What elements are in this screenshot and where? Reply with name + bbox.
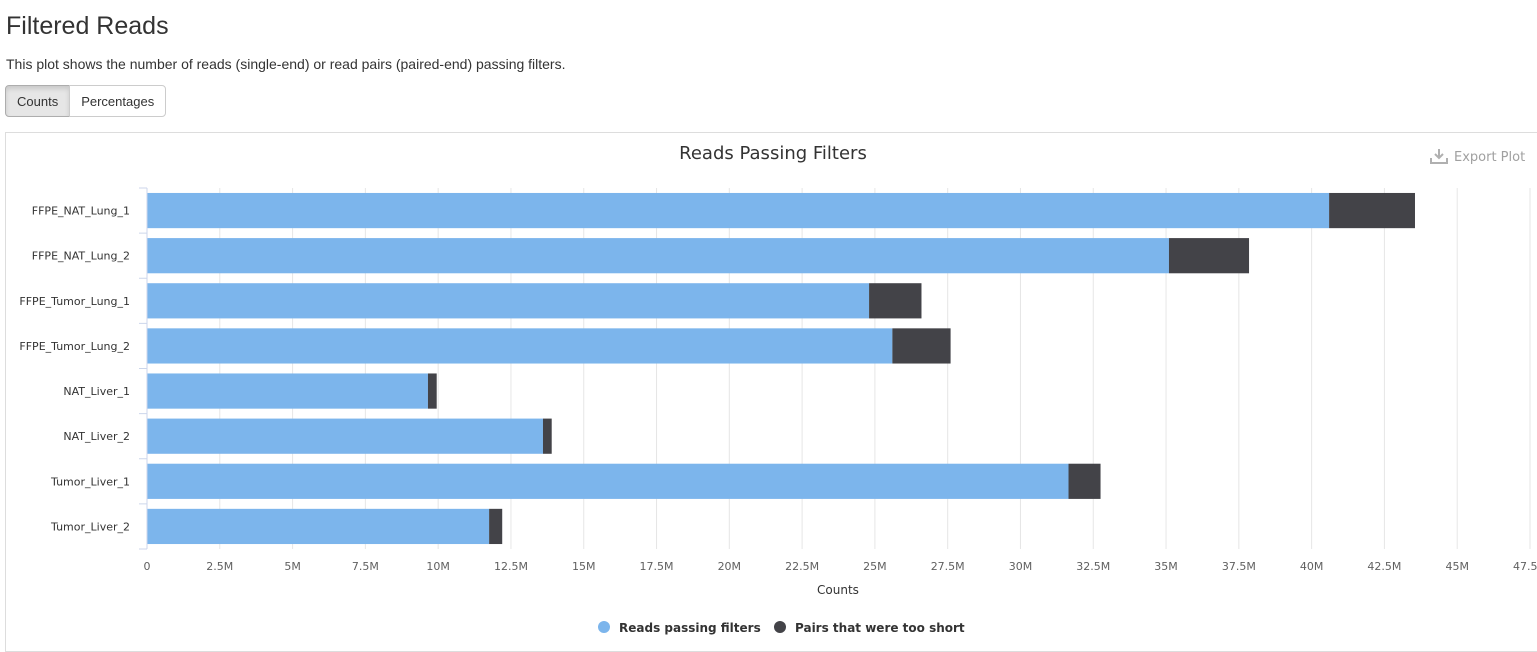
x-tick-label: 12.5M (494, 560, 528, 573)
x-tick-label: 27.5M (931, 560, 965, 573)
bar-segment[interactable] (1329, 192, 1415, 229)
bar-segment[interactable] (147, 192, 1330, 229)
export-plot-button[interactable]: Export Plot (1430, 148, 1525, 167)
bar-segment[interactable] (489, 508, 503, 545)
bar-segment[interactable] (869, 283, 922, 319)
counts-button[interactable]: Counts (5, 85, 71, 117)
view-toggle-group: Counts Percentages (5, 85, 167, 117)
x-tick-label: 25M (863, 560, 887, 573)
page-description: This plot shows the number of reads (sin… (6, 56, 566, 72)
x-tick-label: 40M (1300, 560, 1324, 573)
y-category-label: FFPE_Tumor_Lung_1 (19, 295, 130, 308)
axes: 0 2.5M 5M 7.5M 10M 12.5M 15M 17.5M 20M 22.5M 25M 27… (19, 187, 1537, 573)
y-category-label: FFPE_NAT_Lung_1 (32, 205, 130, 218)
x-tick-label: 32.5M (1076, 560, 1110, 573)
bars (147, 192, 1415, 545)
bar-segment[interactable] (147, 463, 1069, 499)
legend: Reads passing filters Pairs that were too… (598, 621, 965, 635)
x-tick-label: 0 (144, 560, 151, 573)
x-tick-label: 30M (1009, 560, 1033, 573)
bar-segment[interactable] (147, 238, 1169, 274)
x-tick-label: 45M (1445, 560, 1469, 573)
bar-segment[interactable] (1168, 238, 1250, 274)
bar-segment[interactable] (147, 418, 543, 454)
x-tick-label: 5M (284, 560, 301, 573)
y-category-label: Tumor_Liver_1 (50, 475, 130, 488)
x-tick-label: 10M (426, 560, 450, 573)
x-tick-label: 37.5M (1222, 560, 1256, 573)
percentages-button[interactable]: Percentages (69, 85, 167, 117)
bar-segment[interactable] (892, 328, 951, 364)
y-category-label: NAT_Liver_1 (63, 385, 130, 398)
legend-marker[interactable] (598, 621, 610, 633)
x-tick-label: 7.5M (352, 560, 379, 573)
bar-segment[interactable] (1068, 463, 1101, 499)
y-category-label: FFPE_NAT_Lung_2 (32, 250, 130, 263)
y-category-label: Tumor_Liver_2 (50, 520, 130, 533)
bar-segment[interactable] (147, 508, 490, 545)
x-tick-label: 20M (718, 560, 742, 573)
x-tick-label: 15M (572, 560, 596, 573)
x-tick-label: 42.5M (1367, 560, 1401, 573)
chart-title: Reads Passing Filters (679, 143, 867, 164)
x-tick-label: 47.5M (1513, 560, 1537, 573)
x-tick-label: 22.5M (785, 560, 819, 573)
x-tick-label: 2.5M (206, 560, 233, 573)
page-title: Filtered Reads (6, 12, 169, 40)
y-category-label: FFPE_Tumor_Lung_2 (19, 340, 130, 353)
x-axis-title: Counts (817, 583, 859, 597)
legend-label[interactable]: Reads passing filters (619, 621, 761, 635)
legend-label[interactable]: Pairs that were too short (795, 621, 965, 635)
x-tick-label: 35M (1154, 560, 1178, 573)
x-tick-label: 17.5M (640, 560, 674, 573)
download-icon (1430, 148, 1448, 167)
bar-segment[interactable] (147, 283, 870, 319)
bar-segment[interactable] (427, 373, 437, 409)
y-category-label: NAT_Liver_2 (63, 430, 130, 443)
bar-segment[interactable] (542, 418, 552, 454)
export-plot-label: Export Plot (1454, 150, 1526, 165)
bar-segment[interactable] (147, 328, 893, 364)
legend-marker[interactable] (774, 621, 786, 633)
bar-segment[interactable] (147, 373, 428, 409)
